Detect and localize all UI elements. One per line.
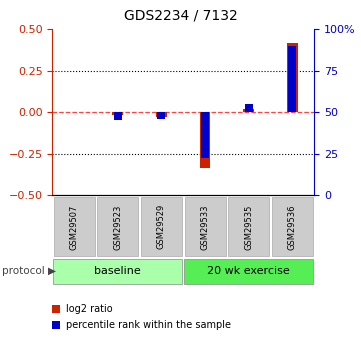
Bar xyxy=(112,112,123,116)
Bar xyxy=(114,112,122,120)
FancyBboxPatch shape xyxy=(141,197,182,256)
Text: percentile rank within the sample: percentile rank within the sample xyxy=(66,320,231,330)
Bar xyxy=(287,42,298,112)
FancyBboxPatch shape xyxy=(272,197,313,256)
FancyBboxPatch shape xyxy=(53,259,182,284)
FancyBboxPatch shape xyxy=(184,197,226,256)
Text: GSM29507: GSM29507 xyxy=(70,204,79,249)
Bar xyxy=(200,112,210,168)
Bar xyxy=(201,112,209,158)
FancyBboxPatch shape xyxy=(184,259,313,284)
Text: GSM29523: GSM29523 xyxy=(113,204,122,249)
Text: baseline: baseline xyxy=(94,266,141,276)
Bar xyxy=(156,112,167,117)
Text: GSM29529: GSM29529 xyxy=(157,204,166,249)
Text: GSM29536: GSM29536 xyxy=(288,204,297,249)
FancyBboxPatch shape xyxy=(228,197,269,256)
Text: GSM29535: GSM29535 xyxy=(244,204,253,249)
Text: 20 wk exercise: 20 wk exercise xyxy=(207,266,290,276)
Bar xyxy=(157,112,165,119)
Bar xyxy=(245,104,253,112)
FancyBboxPatch shape xyxy=(97,197,138,256)
Bar xyxy=(243,109,254,112)
Bar xyxy=(288,46,296,112)
Text: GDS2234 / 7132: GDS2234 / 7132 xyxy=(123,9,238,23)
Text: GSM29533: GSM29533 xyxy=(200,204,209,249)
Text: log2 ratio: log2 ratio xyxy=(66,304,112,314)
FancyBboxPatch shape xyxy=(54,197,95,256)
Text: protocol ▶: protocol ▶ xyxy=(2,266,56,276)
